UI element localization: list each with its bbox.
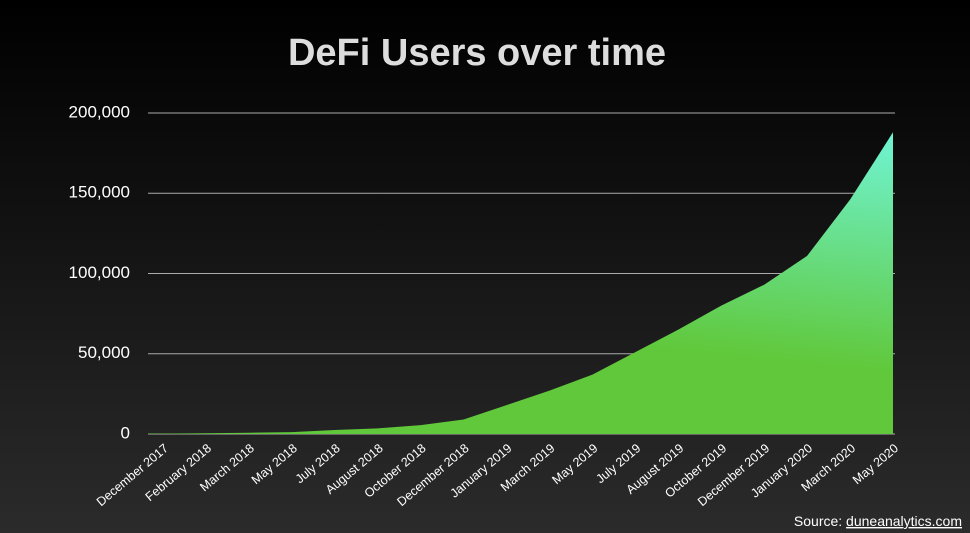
- source: Source: duneanalytics.com: [794, 513, 962, 529]
- y-tick-label: 50,000: [78, 343, 130, 362]
- y-tick-label: 100,000: [69, 263, 130, 282]
- chart-title: DeFi Users over time: [288, 32, 666, 74]
- y-tick-label: 150,000: [69, 183, 130, 202]
- y-tick-label: 0: [121, 423, 130, 442]
- area: [148, 132, 893, 434]
- y-tick-label: 200,000: [69, 102, 130, 121]
- source-link[interactable]: duneanalytics.com: [846, 513, 962, 529]
- source-label: Source:: [794, 513, 842, 529]
